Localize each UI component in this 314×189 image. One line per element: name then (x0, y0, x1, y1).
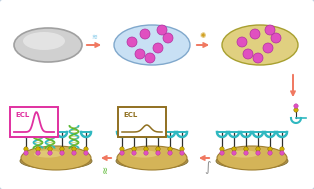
Circle shape (253, 53, 263, 63)
Circle shape (24, 147, 28, 151)
Ellipse shape (114, 25, 190, 65)
Circle shape (120, 151, 124, 155)
Circle shape (153, 43, 163, 53)
Ellipse shape (20, 153, 92, 169)
Text: ∫: ∫ (205, 161, 211, 174)
Circle shape (156, 147, 160, 151)
Circle shape (127, 37, 137, 47)
Circle shape (268, 151, 272, 155)
Circle shape (132, 147, 136, 151)
Circle shape (84, 151, 88, 155)
FancyBboxPatch shape (118, 107, 166, 137)
Circle shape (132, 151, 136, 155)
Circle shape (294, 108, 298, 112)
Circle shape (220, 151, 224, 155)
Circle shape (156, 151, 160, 155)
Circle shape (243, 49, 253, 59)
Circle shape (48, 147, 52, 151)
Circle shape (168, 151, 172, 155)
Circle shape (60, 151, 64, 155)
Circle shape (250, 29, 260, 39)
Text: ✺: ✺ (200, 32, 206, 40)
Circle shape (268, 147, 272, 151)
Circle shape (144, 151, 148, 155)
Circle shape (163, 33, 173, 43)
Circle shape (265, 25, 275, 35)
Ellipse shape (117, 146, 187, 170)
Circle shape (232, 147, 236, 151)
Circle shape (36, 147, 40, 151)
Circle shape (135, 49, 145, 59)
FancyBboxPatch shape (10, 107, 58, 137)
Ellipse shape (130, 150, 158, 158)
Circle shape (144, 147, 148, 151)
Ellipse shape (217, 146, 287, 170)
Text: ≈: ≈ (100, 165, 110, 173)
Circle shape (140, 29, 150, 39)
Ellipse shape (230, 150, 258, 158)
Circle shape (244, 151, 248, 155)
Circle shape (232, 151, 236, 155)
Ellipse shape (21, 146, 91, 170)
Circle shape (48, 151, 52, 155)
Ellipse shape (216, 153, 288, 169)
Ellipse shape (14, 28, 82, 62)
Circle shape (168, 147, 172, 151)
Text: ECL: ECL (15, 112, 29, 118)
Circle shape (180, 147, 184, 151)
Circle shape (237, 37, 247, 47)
Circle shape (180, 151, 184, 155)
Ellipse shape (222, 25, 298, 65)
Circle shape (72, 147, 76, 151)
Ellipse shape (116, 153, 188, 169)
Circle shape (220, 147, 224, 151)
Circle shape (24, 151, 28, 155)
Circle shape (256, 151, 260, 155)
Circle shape (60, 147, 64, 151)
Circle shape (145, 53, 155, 63)
Circle shape (280, 151, 284, 155)
Circle shape (157, 25, 167, 35)
Circle shape (271, 33, 281, 43)
Circle shape (244, 147, 248, 151)
Circle shape (263, 43, 273, 53)
Circle shape (256, 147, 260, 151)
Text: ECL: ECL (123, 112, 137, 118)
Circle shape (294, 104, 298, 108)
Text: ≋: ≋ (91, 34, 97, 40)
Circle shape (120, 147, 124, 151)
Ellipse shape (23, 32, 65, 50)
Circle shape (36, 151, 40, 155)
Ellipse shape (34, 150, 62, 158)
Circle shape (84, 147, 88, 151)
Circle shape (72, 151, 76, 155)
Circle shape (280, 147, 284, 151)
